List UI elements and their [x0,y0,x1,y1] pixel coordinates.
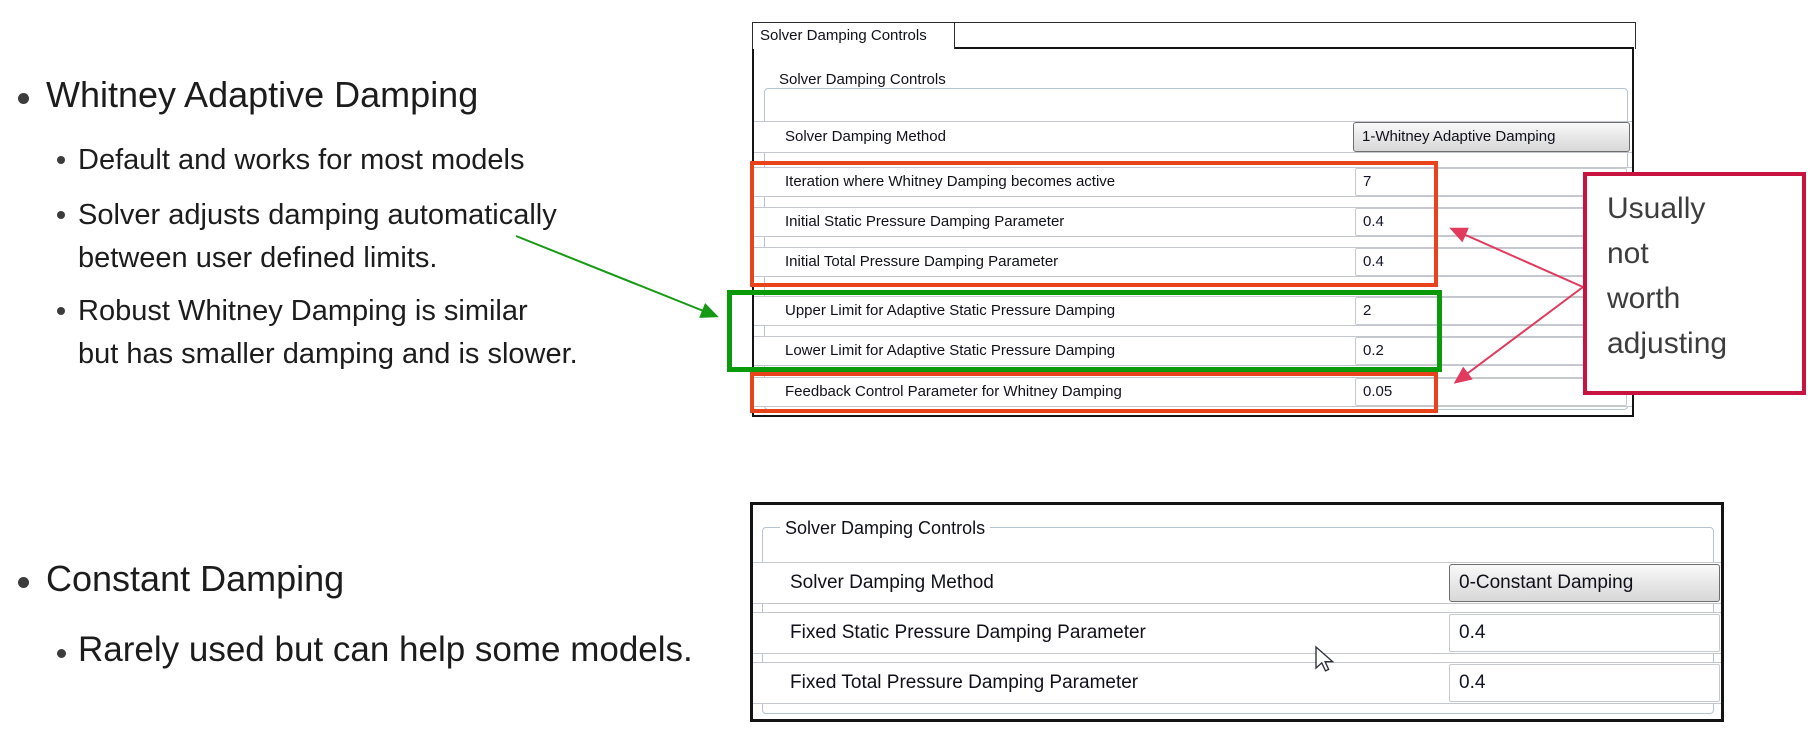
fixed-total-damping-field[interactable]: 0.4 [1449,664,1720,702]
note-line: worth [1607,282,1681,315]
tab-strip [752,22,1636,49]
bullet-dot [57,649,66,658]
bullet-dot [18,93,29,104]
note-line: Usually [1607,192,1706,225]
bullet-title-whitney: Whitney Adaptive Damping [46,74,479,115]
bullet-dot [57,307,65,315]
bullet-title-constant: Constant Damping [46,558,345,599]
note-line: adjusting [1607,327,1728,360]
bullet-dot [57,156,65,164]
green-arrow [515,235,719,318]
bullet-dot [18,577,29,588]
annotation-note-box: Usually not worth adjusting [1583,172,1806,395]
bullet-line: Default and works for most models [78,144,525,176]
solver-damping-method-dropdown[interactable]: 1-Whitney Adaptive Damping [1353,122,1630,152]
tab-solver-damping-controls[interactable]: Solver Damping Controls [752,22,955,49]
bullet-line: between user defined limits. [78,242,438,274]
bullet-line: but has smaller damping and is slower. [78,338,578,370]
bullet-line: Robust Whitney Damping is similar [78,295,528,327]
bullet-line: Rarely used but can help some models. [78,630,693,669]
note-line: not [1607,237,1649,270]
iteration-active-field[interactable]: 7 [1355,168,1627,196]
fixed-static-damping-field[interactable]: 0.4 [1449,614,1720,652]
bullet-dot [57,211,65,219]
solver-damping-method-dropdown[interactable]: 0-Constant Damping [1449,564,1720,602]
bullet-line: Solver adjusts damping automatically [78,199,557,231]
group-box-label: Solver Damping Controls [780,518,991,539]
group-box-label: Solver Damping Controls [774,71,951,88]
